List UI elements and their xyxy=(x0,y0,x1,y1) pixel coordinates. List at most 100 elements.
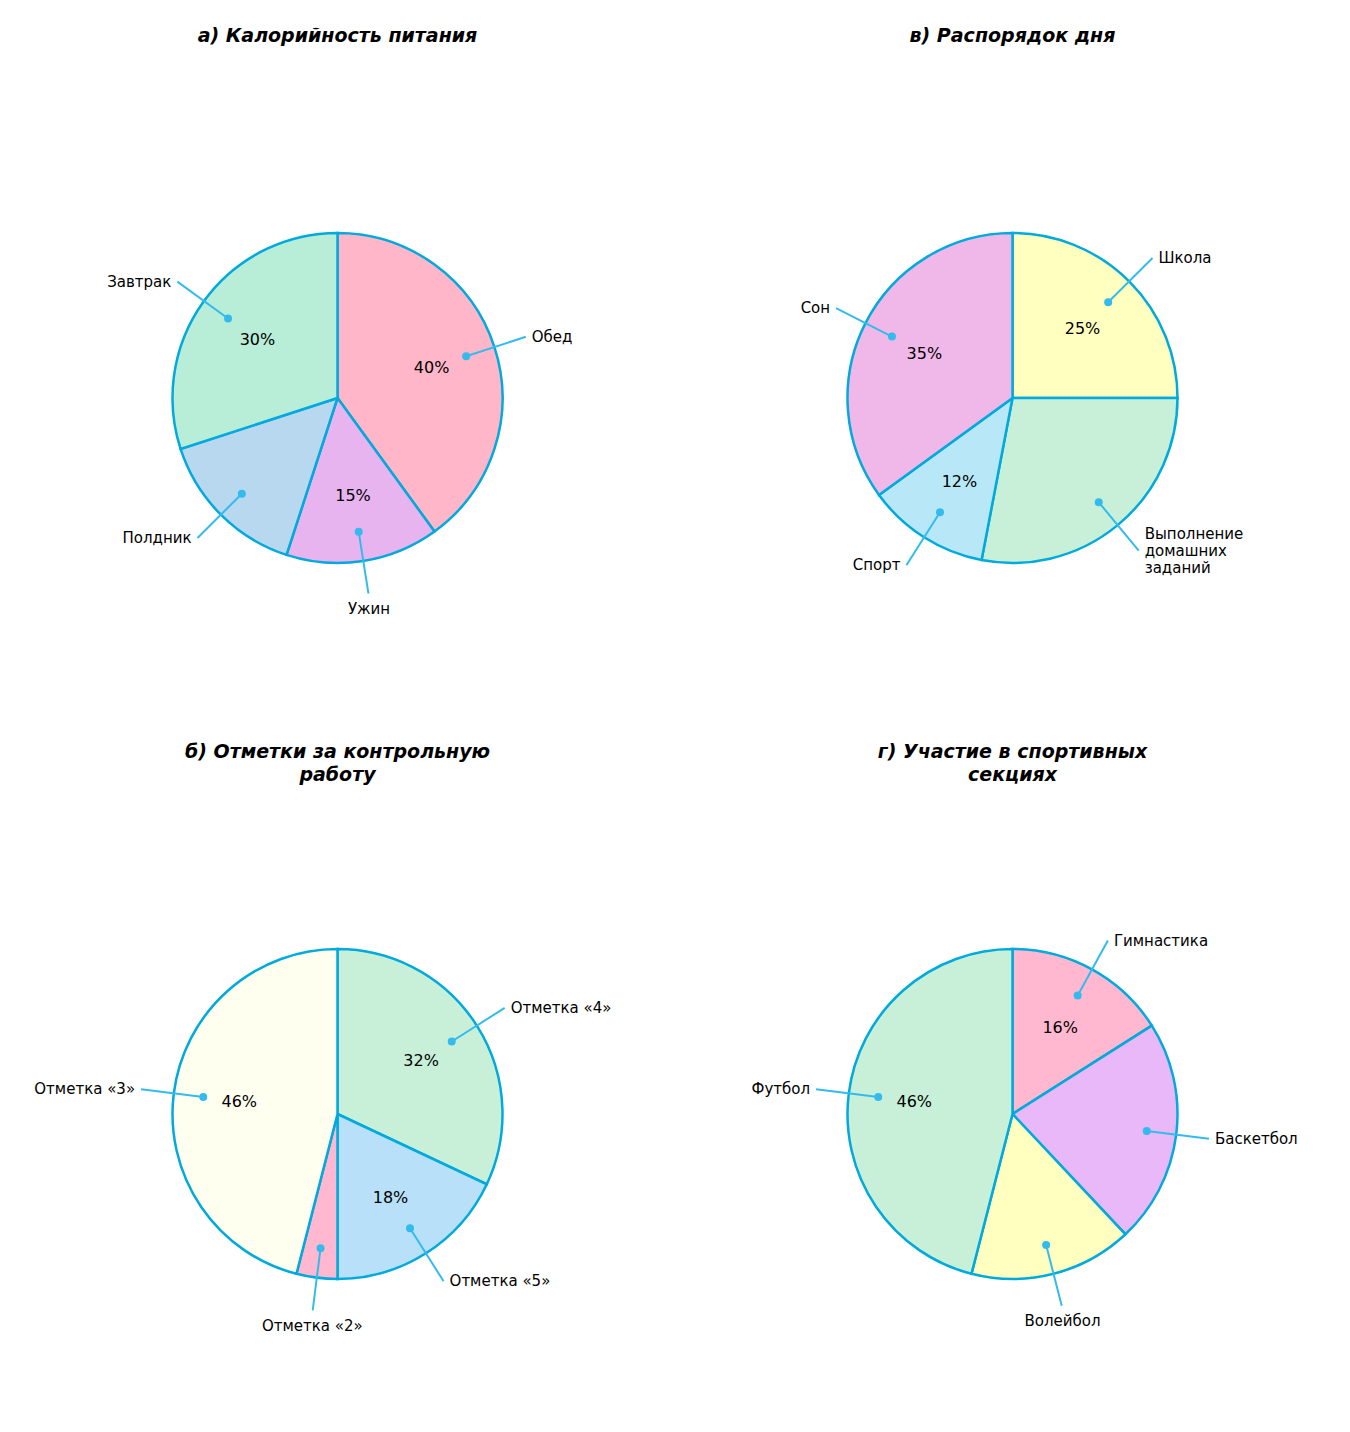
pie-slice xyxy=(173,949,338,1274)
leader-dot xyxy=(406,1224,414,1232)
category-label: Спорт xyxy=(853,556,901,574)
leader-line xyxy=(816,1089,878,1097)
leader-dot xyxy=(448,1038,456,1046)
text-line: Отметка «2» xyxy=(262,1317,363,1335)
leader-dot xyxy=(199,1093,207,1101)
text-line: Полдник xyxy=(122,529,191,547)
category-label: Баскетбол xyxy=(1215,1130,1298,1148)
category-label: Футбол xyxy=(752,1080,811,1098)
text-line: Отметка «4» xyxy=(511,999,612,1017)
text-line: Ужин xyxy=(348,600,390,618)
category-label: Волейбол xyxy=(1025,1312,1101,1330)
chart-panel: г) Участие в спортивныхсекциях 16% 46% Гимн… xyxy=(752,740,1298,1330)
pie: 32% 18% 46% Отметка «4» Отметка «5» Отметка «… xyxy=(34,949,611,1335)
leader-dot xyxy=(874,1093,882,1101)
text-line: Баскетбол xyxy=(1215,1130,1298,1148)
data-label: 25% xyxy=(1065,318,1101,337)
text-line: Гимнастика xyxy=(1114,931,1208,949)
text-line: Отметка «3» xyxy=(34,1080,135,1098)
text-line: Спорт xyxy=(853,556,901,574)
leader-dot xyxy=(888,333,896,341)
data-label: 18% xyxy=(373,1188,409,1207)
leader-line xyxy=(1046,1245,1062,1306)
data-label: 40% xyxy=(414,358,450,377)
pie: 25% 12% 35% Школа Выполнениедомашнихзаданий С… xyxy=(801,233,1244,577)
chart-title: в) Распорядок дня xyxy=(910,24,1116,46)
text-line: Сон xyxy=(801,299,830,317)
figure: а) Калорийность питания 40% 15% 30% Обед Ужин… xyxy=(0,0,1350,1432)
text-line: б) Отметки за контрольную xyxy=(185,740,490,762)
text-line: Школа xyxy=(1159,249,1212,267)
chart-panel: б) Отметки за контрольнуюработу 32% 18% 46%… xyxy=(34,740,611,1335)
chart-title: б) Отметки за контрольнуюработу xyxy=(185,740,490,785)
data-label: 35% xyxy=(907,344,943,363)
leader-line xyxy=(1078,940,1108,995)
category-label: Отметка «3» xyxy=(34,1080,135,1098)
chart-title: г) Участие в спортивныхсекциях xyxy=(878,740,1148,785)
text-line: работу xyxy=(298,763,377,785)
text-line: Выполнение xyxy=(1145,525,1244,543)
data-label: 46% xyxy=(896,1092,932,1111)
text-line: а) Калорийность питания xyxy=(198,24,478,46)
category-label: Школа xyxy=(1159,249,1212,267)
leader-dot xyxy=(936,508,944,516)
text-line: Футбол xyxy=(752,1080,811,1098)
chart-panel: а) Калорийность питания 40% 15% 30% Обед Ужин… xyxy=(107,24,572,618)
category-label: Гимнастика xyxy=(1114,931,1208,949)
leader-line xyxy=(1147,1131,1209,1139)
leader-dot xyxy=(224,314,232,322)
pie-slice xyxy=(847,233,1012,495)
text-line: Завтрак xyxy=(107,273,171,291)
leader-line xyxy=(197,494,241,538)
pie: 40% 15% 30% Обед Ужин Полдник Завтрак xyxy=(107,233,572,618)
pie-slice xyxy=(173,233,338,449)
data-label: 32% xyxy=(403,1051,439,1070)
leader-dot xyxy=(1104,298,1112,306)
data-label: 30% xyxy=(240,330,276,349)
category-label: Завтрак xyxy=(107,273,171,291)
chart-title: а) Калорийность питания xyxy=(198,24,478,46)
leader-line xyxy=(466,337,526,356)
leader-line xyxy=(313,1248,321,1310)
text-line: Волейбол xyxy=(1025,1312,1101,1330)
leader-line xyxy=(141,1089,203,1097)
leader-line xyxy=(359,532,369,594)
text-line: в) Распорядок дня xyxy=(910,24,1116,46)
data-label: 15% xyxy=(335,486,371,505)
category-label: Полдник xyxy=(122,529,191,547)
data-label: 12% xyxy=(942,472,978,491)
category-label: Сон xyxy=(801,299,830,317)
leader-line xyxy=(836,308,892,336)
leader-dot xyxy=(1143,1127,1151,1135)
text-line: заданий xyxy=(1145,559,1211,577)
pie-slice xyxy=(848,949,1013,1274)
data-label: 46% xyxy=(221,1092,257,1111)
pie-slice xyxy=(338,1114,487,1279)
text-line: Обед xyxy=(532,328,573,346)
text-line: Отметка «5» xyxy=(450,1272,551,1290)
leader-dot xyxy=(462,352,470,360)
text-line: г) Участие в спортивных xyxy=(878,740,1148,762)
chart-panel: в) Распорядок дня 25% 12% 35% Школа Выполнени… xyxy=(801,24,1244,577)
pie: 16% 46% Гимнастика Баскетбол Волейбол Футбол xyxy=(752,931,1298,1329)
data-label: 16% xyxy=(1042,1018,1078,1037)
category-label: Отметка «2» xyxy=(262,1317,363,1335)
leader-line xyxy=(177,282,228,319)
leader-line xyxy=(906,512,940,565)
leader-dot xyxy=(355,528,363,536)
leader-line xyxy=(410,1228,444,1281)
leader-dot xyxy=(238,490,246,498)
category-label: Выполнениедомашнихзаданий xyxy=(1145,525,1244,577)
category-label: Обед xyxy=(532,328,573,346)
leader-dot xyxy=(1042,1241,1050,1249)
leader-line xyxy=(452,1008,505,1042)
category-label: Ужин xyxy=(348,600,390,618)
leader-line xyxy=(1099,502,1139,550)
pie-slice xyxy=(1013,233,1178,398)
category-label: Отметка «4» xyxy=(511,999,612,1017)
leader-dot xyxy=(1074,991,1082,999)
category-label: Отметка «5» xyxy=(450,1272,551,1290)
text-line: секциях xyxy=(968,763,1058,785)
leader-line xyxy=(1108,258,1152,302)
leader-dot xyxy=(317,1244,325,1252)
